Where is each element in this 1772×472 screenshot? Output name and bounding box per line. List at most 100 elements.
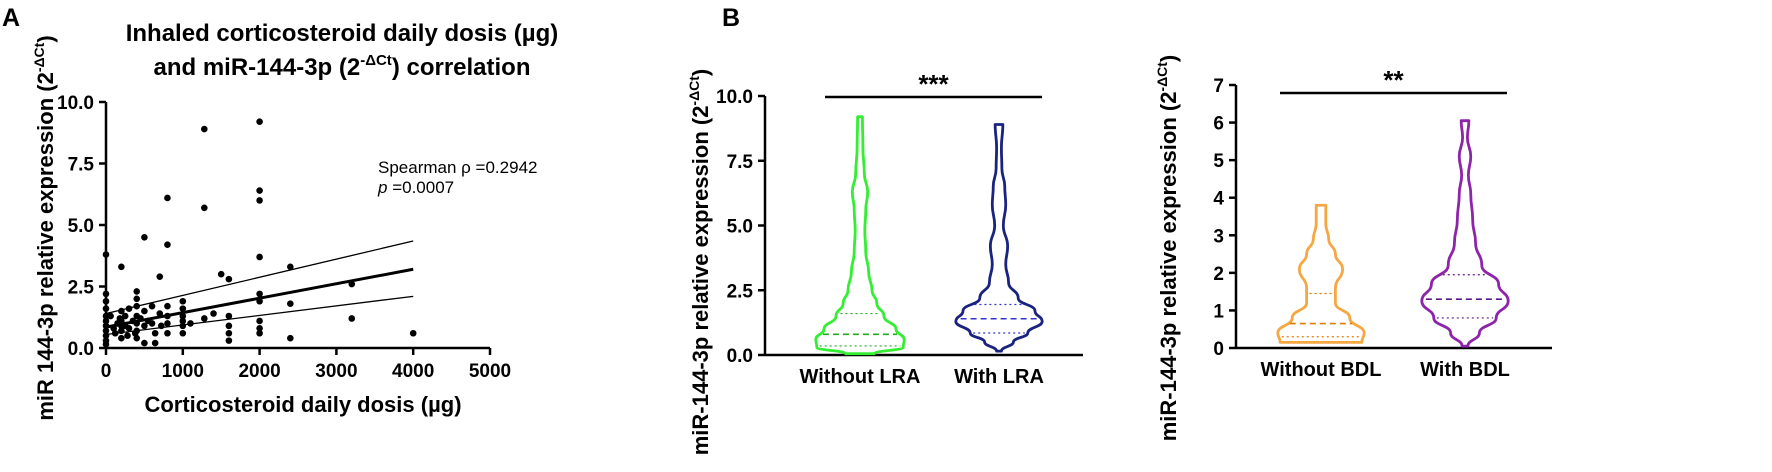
scatter-point [217,270,225,278]
scatter-point [102,297,110,305]
violin-bdl-marks: ** Without BDL With BDL [1261,65,1510,381]
violin-y-tick-label: 2 [1213,264,1224,285]
scatter-x-tick-label: 2000 [238,361,280,382]
scatter-point [141,322,148,330]
scatter-point [151,329,159,337]
violin-group-label: Without BDL [1261,359,1382,381]
scatter-point [256,325,263,332]
scatter-point [164,312,171,320]
scatter-point [102,317,110,325]
scatter-point [164,241,171,248]
violin-y-tick-label: 7 [1213,76,1224,97]
scatter-point [102,290,110,298]
scatter-point [107,312,114,320]
scatter-point [256,253,263,261]
scatter-x-tick-label: 3000 [315,361,357,382]
significance-label: *** [918,69,949,99]
scatter-point [256,329,263,337]
scatter-point [210,310,217,317]
scatter-point [125,325,133,332]
scatter-point [118,327,125,335]
svg-text:miR-144-3p relative expression: miR-144-3p relative expression (2-ΔCt) [686,69,713,456]
scatter-y-tick-label: 7.5 [68,155,95,176]
scatter-point [102,327,110,335]
violin-group-label: Without LRA [800,366,921,388]
scatter-point [102,312,110,320]
scatter-point [156,310,164,317]
scatter-point [121,312,129,320]
scatter-point [287,334,294,342]
scatter-point [148,320,156,327]
scatter-x-axis-label: Corticosteroid daily dosis (µg) [144,392,461,417]
scatter-point [164,320,171,327]
scatter-point [225,337,233,344]
violin-y-tick-label: 7.5 [727,152,754,173]
scatter-y-axis-label: miR 144-3p relative expression (2-ΔCt) [31,35,58,420]
scatter-point [225,275,233,283]
significance-label: ** [1383,65,1404,95]
scatter-chart: Inhaled corticosteroid daily dosis (µg) … [31,20,558,421]
scatter-title-line1: Inhaled corticosteroid daily dosis (µg) [126,20,559,47]
scatter-point [133,295,141,303]
scatter-x-tick-label: 4000 [392,361,434,382]
scatter-y-tick-label: 5.0 [68,216,94,237]
scatter-point [164,329,171,337]
scatter-point [287,300,294,308]
scatter-point [348,315,356,322]
scatter-point [164,302,171,310]
scatter-point [201,315,208,322]
violin-group-label: With LRA [954,366,1044,388]
scatter-point [179,329,187,337]
p-value-annotation: p =0.0007 [377,178,454,197]
scatter-points [102,118,417,348]
scatter-point [256,297,263,305]
scatter-point [133,302,141,310]
scatter-point [118,263,125,271]
scatter-point [151,339,159,347]
scatter-point [118,307,125,315]
panel-b-letter: B [722,4,740,32]
scatter-point [348,280,356,288]
scatter-point [102,251,110,258]
violin-shape [954,123,1044,353]
scatter-point [137,315,144,322]
scatter-point [102,341,110,348]
scatter-y-tick-label: 0.0 [68,339,94,360]
spearman-annotation: Spearman ρ =0.2942 [378,158,537,177]
ci-lower-line [105,295,414,336]
scatter-point [148,302,156,310]
violin-y-tick-label: 5 [1213,151,1224,172]
violin-group-label: With BDL [1420,359,1510,381]
scatter-point [164,194,171,202]
scatter-point [133,334,141,342]
scatter-point [141,307,148,315]
violin-shape [814,115,906,356]
scatter-point [256,197,263,204]
ci-upper-line [105,240,414,315]
scatter-x-tick-label: 1000 [162,361,204,382]
scatter-point [409,329,417,337]
scatter-point [102,332,110,340]
scatter-point [225,329,233,337]
panel-a-letter: A [2,4,20,32]
scatter-point [133,320,141,327]
scatter-x-tick-label: 5000 [469,361,511,382]
violin-lra-axes: 0.0 2.5 5.0 7.5 10.0 [716,87,1083,367]
scatter-x-tick-label: 0 [101,361,112,382]
scatter-point [157,322,165,330]
violin-bdl-y-axis-label: miR-144-3p relative expression (2-ΔCt) [1154,55,1181,442]
scatter-point [133,327,141,335]
scatter-point [118,317,125,325]
violin-y-tick-label: 5.0 [727,217,753,238]
scatter-y-tick-label: 2.5 [68,278,95,299]
scatter-point [201,204,208,212]
scatter-point [179,297,187,305]
scatter-axes: 0.0 2.5 5.0 7.5 10.0 0 1000 2000 3000 4000 5000 [57,93,511,382]
scatter-point [133,288,141,295]
scatter-point [102,322,110,330]
svg-text:miR 144-3p relative expression: miR 144-3p relative expression (2-ΔCt) [31,35,58,420]
svg-text:miR-144-3p relative expression: miR-144-3p relative expression (2-ΔCt) [1154,55,1181,442]
scatter-point [287,263,294,271]
violin-bdl-axes: 0 1 2 3 4 5 6 7 [1213,76,1552,360]
